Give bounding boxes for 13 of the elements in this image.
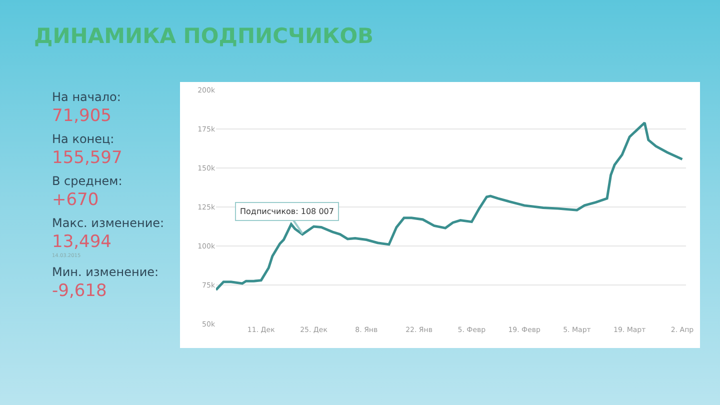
text: В среднем: [52, 174, 124, 188]
line-series [216, 122, 684, 292]
text: На конец: [52, 132, 116, 146]
text: 155,597 [52, 148, 124, 168]
text: 13,494 [52, 232, 112, 252]
chart-title: ДИНАМИКА ПОДПИСЧИКОВ [34, 24, 374, 48]
text: 71,905 [52, 106, 112, 126]
text: -9,618 [52, 281, 108, 301]
text: Мин. изменение: [52, 265, 160, 279]
text: +670 [52, 190, 100, 210]
annotation: Подписчиков: 108 007 [240, 207, 334, 216]
text: Макс. изменение: [52, 216, 166, 230]
text: На начало: [52, 90, 122, 104]
